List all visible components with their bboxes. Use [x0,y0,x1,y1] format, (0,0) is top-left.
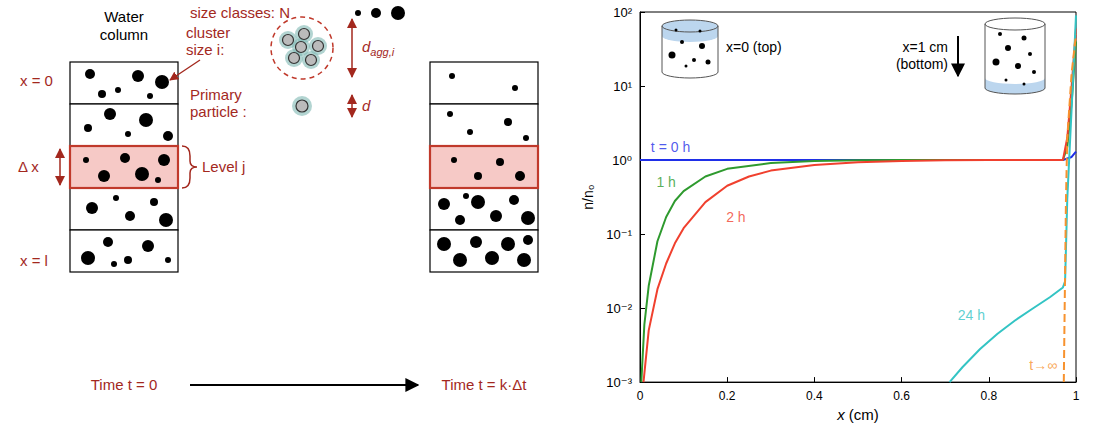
svg-text:10⁰: 10⁰ [612,153,632,168]
svg-text:t = 0 h: t = 0 h [651,139,690,155]
svg-text:10⁻²: 10⁻² [606,301,632,316]
svg-text:column: column [100,26,148,43]
svg-text:d: d [362,97,371,114]
svg-text:x=0 (top): x=0 (top) [726,39,782,55]
svg-text:Time t = k·Δt: Time t = k·Δt [442,376,528,393]
svg-text:cluster: cluster [186,24,230,41]
svg-text:0.6: 0.6 [893,389,910,403]
svg-text:particle :: particle : [190,103,247,120]
svg-text:(cm): (cm) [845,406,879,423]
svg-text:Time t = 0: Time t = 0 [91,376,158,393]
svg-text:0: 0 [637,389,644,403]
svg-text:0.4: 0.4 [806,389,823,403]
svg-text:Water: Water [104,8,143,25]
svg-text:size classes: N: size classes: N [190,4,290,21]
svg-text:1 h: 1 h [656,174,675,190]
svg-text:10⁻³: 10⁻³ [606,375,632,390]
svg-text:10⁻¹: 10⁻¹ [606,227,632,242]
svg-text:0.2: 0.2 [719,389,736,403]
svg-text:dagg,i: dagg,i [362,38,395,58]
svg-text:n/n₀: n/n₀ [580,184,596,209]
svg-text:x = l: x = l [20,252,48,269]
svg-text:t→∞: t→∞ [1029,357,1057,373]
svg-text:x=1 cm: x=1 cm [902,39,948,55]
svg-text:1: 1 [1073,389,1080,403]
svg-text:Level j: Level j [202,158,245,175]
svg-text:Primary: Primary [190,86,242,103]
svg-text:x = 0: x = 0 [20,72,53,89]
svg-text:10¹: 10¹ [613,79,632,94]
svg-text:0.8: 0.8 [980,389,997,403]
svg-text:x: x [837,406,845,423]
svg-text:10²: 10² [613,5,632,20]
svg-text:Δ x: Δ x [18,158,39,175]
svg-text:24 h: 24 h [958,307,985,323]
svg-text:(bottom): (bottom) [896,56,948,72]
svg-text:2 h: 2 h [726,209,745,225]
svg-text:size i:: size i: [186,41,224,58]
